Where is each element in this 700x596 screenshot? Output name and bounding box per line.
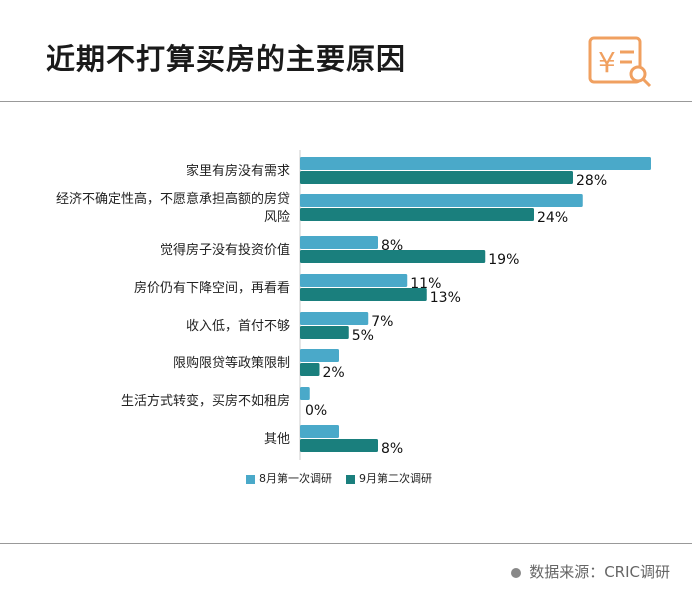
data-label: 2%: [323, 365, 345, 381]
data-label: 19%: [488, 252, 519, 268]
bar-aug: [300, 236, 378, 249]
data-label: 8%: [381, 441, 403, 457]
data-label: 5%: [352, 328, 374, 344]
data-label: 7%: [371, 314, 393, 330]
source-note: 数据来源：CRIC调研: [511, 561, 670, 582]
bar-aug: [300, 274, 408, 287]
category-label: 经济不确定性高，不愿意承担高额的房贷: [56, 191, 290, 207]
legend: 8月第一次调研 9月第二次调研: [246, 470, 432, 486]
legend-item-sep: 9月第二次调研: [346, 470, 432, 486]
category-label: 生活方式转变，买房不如租房: [121, 393, 290, 409]
report-search-icon: ¥: [588, 36, 652, 88]
bar-sep: [300, 439, 378, 452]
bar-sep: [300, 326, 349, 339]
bar-aug: [300, 157, 651, 170]
category-label: 限购限贷等政策限制: [173, 355, 290, 371]
bar-sep: [300, 250, 486, 263]
bar-sep: [300, 208, 534, 221]
header-divider: [0, 101, 692, 102]
bar-aug: [300, 312, 369, 325]
category-label: 房价仍有下降空间，再看看: [134, 280, 290, 296]
bar-sep: [300, 171, 573, 184]
page-title: 近期不打算买房的主要原因: [46, 42, 407, 76]
category-label: 风险: [264, 210, 290, 225]
legend-item-aug: 8月第一次调研: [246, 470, 332, 486]
category-label: 其他: [264, 432, 290, 447]
data-label: 28%: [576, 173, 607, 189]
data-label: 0%: [305, 403, 327, 419]
svg-text:¥: ¥: [598, 46, 616, 79]
data-label: 24%: [537, 210, 568, 226]
bar-sep: [300, 363, 320, 376]
category-label: 收入低，首付不够: [186, 319, 290, 334]
data-label: 13%: [430, 290, 461, 306]
bar-aug: [300, 387, 310, 400]
bar-aug: [300, 349, 339, 362]
footer-divider: [0, 543, 692, 544]
category-label: 家里有房没有需求: [186, 163, 290, 179]
category-label: 觉得房子没有投资价值: [160, 242, 290, 258]
bar-aug: [300, 194, 583, 207]
bar-sep: [300, 288, 427, 301]
bar-aug: [300, 425, 339, 438]
